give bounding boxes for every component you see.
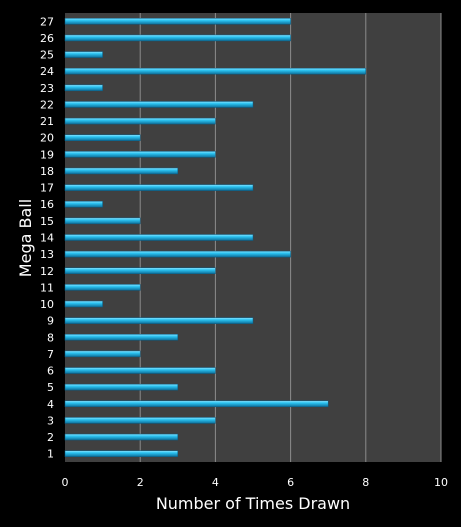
x-tick-label: 10	[434, 476, 448, 489]
y-tick-label: 25	[40, 49, 54, 62]
y-tick-label: 12	[40, 265, 54, 278]
y-tick-label: 13	[40, 248, 54, 261]
x-tick-label: 2	[137, 476, 144, 489]
y-tick-label: 6	[47, 365, 54, 378]
bar-4	[64, 400, 329, 408]
y-tick-label: 23	[40, 82, 54, 95]
bar-1	[64, 450, 179, 457]
bar-10	[64, 300, 103, 308]
y-tick-label: 15	[40, 215, 54, 228]
bar-5	[64, 383, 179, 391]
bar-19	[64, 151, 216, 158]
y-tick-label: 19	[40, 148, 54, 161]
bar-12	[64, 267, 216, 275]
y-tick-label: 20	[40, 132, 54, 145]
y-tick-label: 26	[40, 32, 54, 45]
bar-9	[64, 317, 254, 324]
bar-13	[64, 250, 291, 258]
y-tick-label: 2	[47, 431, 54, 444]
y-tick-label: 10	[40, 298, 54, 311]
bar-3	[64, 417, 216, 424]
bar-21	[64, 117, 216, 125]
y-tick-label: 9	[47, 315, 54, 328]
x-tick-label: 6	[287, 476, 294, 489]
y-tick-label: 11	[40, 281, 54, 294]
bar-11	[64, 284, 141, 291]
y-tick-labels: 1234567891011121314151617181920212223242…	[40, 15, 54, 460]
bar-8	[64, 334, 179, 341]
bar-15	[64, 217, 141, 225]
bar-2	[64, 433, 179, 441]
bar-27	[64, 18, 291, 25]
y-tick-label: 8	[47, 331, 54, 344]
y-tick-label: 18	[40, 165, 54, 178]
y-tick-label: 4	[47, 398, 54, 411]
y-tick-label: 22	[40, 98, 54, 111]
y-axis-label: Mega Ball	[16, 199, 35, 277]
bar-22	[64, 101, 254, 108]
x-tick-label: 0	[62, 476, 69, 489]
bar-25	[64, 51, 103, 58]
y-tick-label: 21	[40, 115, 54, 128]
bar-6	[64, 367, 216, 374]
y-tick-label: 27	[40, 15, 54, 28]
bar-16	[64, 200, 103, 208]
x-tick-labels: 0 2 4 6 8 10	[62, 476, 449, 489]
y-tick-label: 16	[40, 198, 54, 211]
y-tick-label: 14	[40, 232, 54, 245]
bar-17	[64, 184, 254, 191]
bars	[64, 18, 367, 457]
x-tick-label: 4	[212, 476, 219, 489]
x-axis-label: Number of Times Drawn	[156, 494, 350, 513]
y-tick-label: 7	[47, 348, 54, 361]
bar-18	[64, 167, 179, 175]
bar-24	[64, 67, 367, 75]
y-tick-label: 5	[47, 381, 54, 394]
y-tick-label: 1	[47, 448, 54, 461]
bar-26	[64, 34, 291, 42]
y-tick-label: 3	[47, 414, 54, 427]
x-tick-label: 8	[362, 476, 369, 489]
bar-7	[64, 350, 141, 358]
bar-20	[64, 134, 141, 141]
bar-23	[64, 84, 103, 92]
y-tick-label: 24	[40, 65, 54, 78]
bar-14	[64, 234, 254, 241]
y-tick-label: 17	[40, 182, 54, 195]
